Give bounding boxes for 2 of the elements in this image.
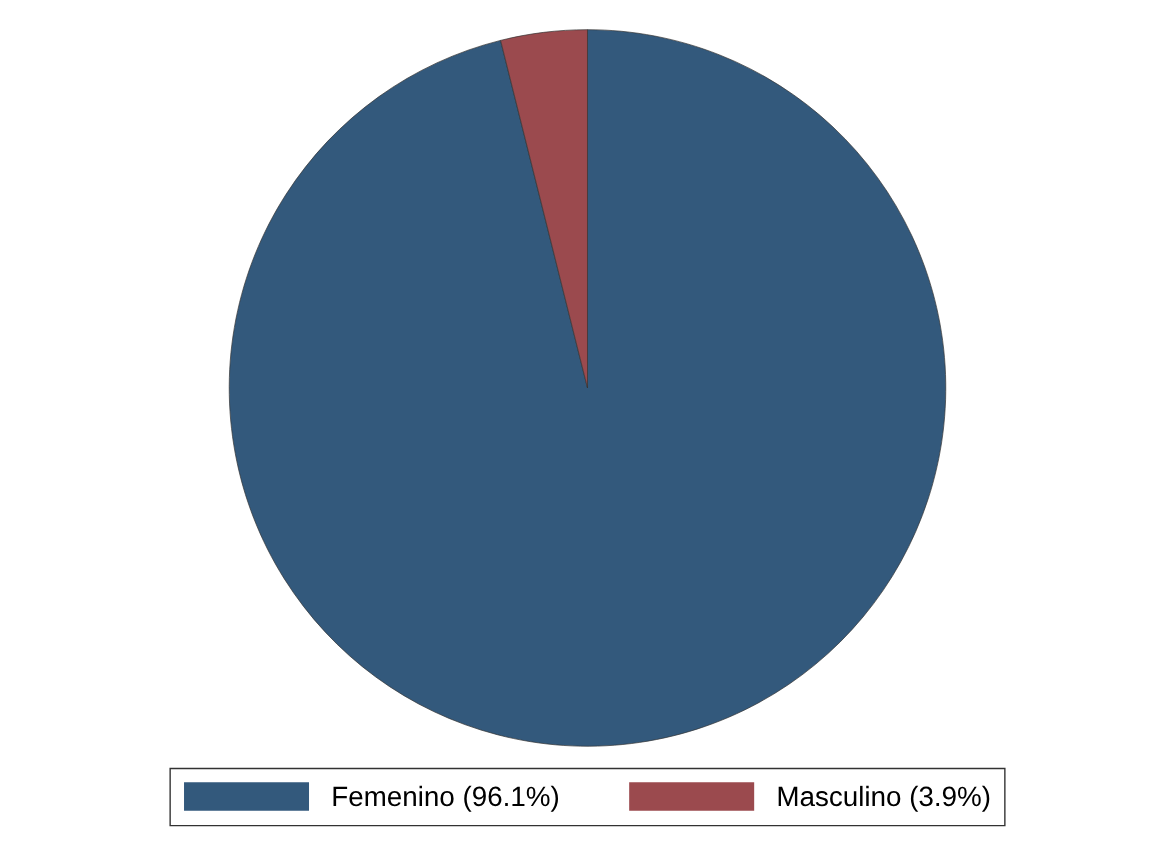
legend-label: Femenino (96.1%) bbox=[333, 785, 559, 812]
legend-label: Masculino (3.9%) bbox=[778, 785, 990, 812]
